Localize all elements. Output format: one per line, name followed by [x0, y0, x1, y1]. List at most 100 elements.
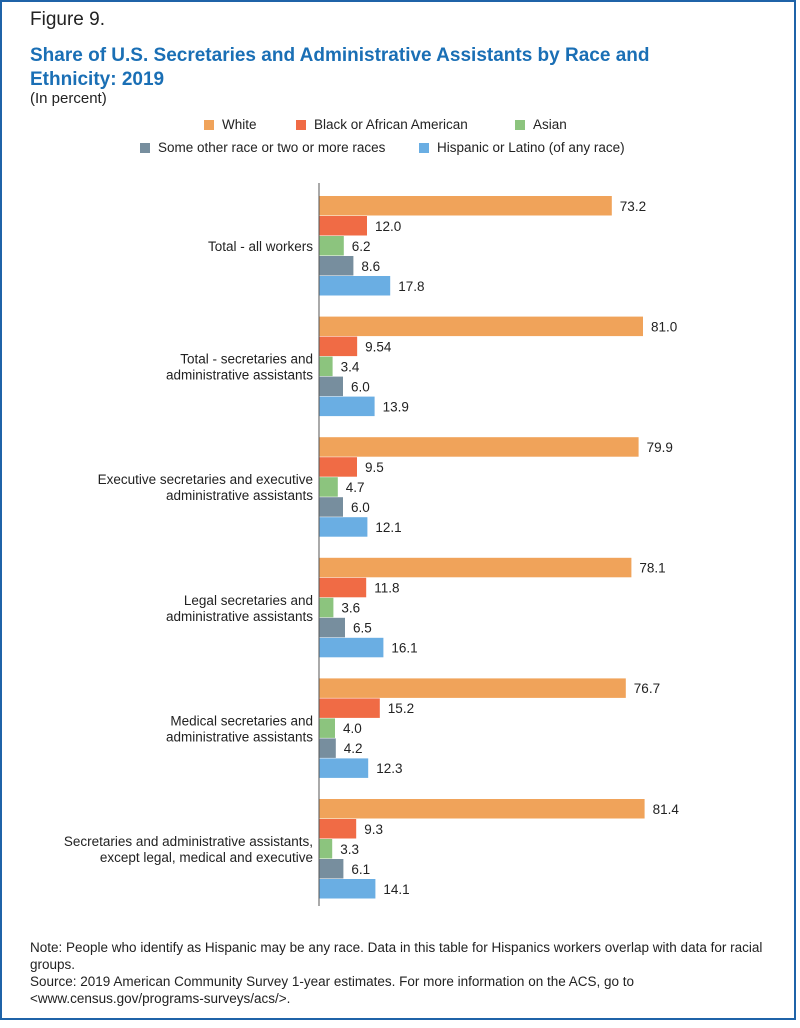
bar-black-2	[319, 457, 357, 477]
legend-swatch-other	[140, 143, 150, 153]
data-label-asian-1: 3.4	[341, 359, 360, 374]
bar-other-4	[319, 738, 336, 758]
category-label-2: Executive secretaries and executive admin…	[98, 472, 314, 503]
category-label-line: administrative assistants	[166, 368, 313, 383]
category-label-1: Total - secretaries and administrative as…	[166, 352, 313, 383]
bar-asian-0	[319, 236, 344, 256]
bar-other-3	[319, 617, 345, 638]
figure-label: Figure 9.	[30, 9, 105, 30]
data-label-black-4: 15.2	[388, 701, 414, 716]
legend-swatch-asian	[515, 120, 525, 130]
bar-asian-1	[319, 356, 333, 377]
category-label-line: except legal, medical and executive	[100, 850, 313, 865]
bar-asian-4	[319, 718, 335, 738]
data-label-other-1: 6.0	[351, 379, 370, 394]
chart-subtitle: (In percent)	[30, 90, 107, 107]
bar-black-0	[319, 216, 367, 236]
legend-item-black: Black or African American	[296, 117, 468, 132]
data-label-white-4: 76.7	[634, 681, 660, 696]
legend-swatch-hispanic	[419, 143, 429, 153]
data-label-hispanic-5: 14.1	[383, 882, 409, 897]
data-label-other-0: 8.6	[361, 259, 380, 274]
category-label-line: administrative assistants	[166, 609, 313, 624]
category-label-5: Secretaries and administrative assistant…	[64, 834, 313, 865]
bar-white-3	[319, 557, 632, 578]
data-label-hispanic-0: 17.8	[398, 279, 424, 294]
category-label-line: Total - secretaries and	[180, 352, 313, 367]
category-label-line: Legal secretaries and	[184, 593, 313, 608]
data-label-black-2: 9.5	[365, 460, 384, 475]
bar-white-5	[319, 799, 645, 819]
bar-chart: 73.2 12.0 6.2 8.6 17.8 Total - all workers 81.…	[64, 183, 680, 906]
data-label-white-2: 79.9	[647, 440, 673, 455]
bar-hispanic-1	[319, 396, 375, 417]
legend-swatch-black	[296, 120, 306, 130]
bar-white-0	[319, 196, 612, 216]
category-label-line: Executive secretaries and executive	[98, 472, 313, 487]
category-label-line: administrative assistants	[166, 488, 313, 503]
bar-hispanic-5	[319, 879, 376, 899]
data-label-hispanic-1: 13.9	[383, 399, 409, 414]
data-label-hispanic-3: 16.1	[391, 641, 417, 656]
category-label-4: Medical secretaries and administrative as…	[166, 713, 313, 744]
bar-white-4	[319, 678, 626, 698]
legend-label-other: Some other race or two or more races	[158, 140, 386, 155]
bar-other-2	[319, 497, 343, 517]
legend-label-white: White	[222, 117, 257, 132]
bar-hispanic-2	[319, 517, 368, 537]
category-label-0: Total - all workers	[208, 239, 313, 254]
data-label-asian-2: 4.7	[346, 480, 365, 495]
data-label-asian-5: 3.3	[340, 842, 359, 857]
legend-item-white: White	[204, 117, 257, 132]
data-label-black-5: 9.3	[364, 822, 383, 837]
data-label-hispanic-4: 12.3	[376, 761, 402, 776]
category-label-line: administrative assistants	[166, 729, 313, 744]
data-label-other-5: 6.1	[351, 862, 370, 877]
data-label-white-0: 73.2	[620, 199, 646, 214]
data-label-white-5: 81.4	[653, 802, 680, 817]
data-label-asian-0: 6.2	[352, 239, 371, 254]
bar-group-1: 81.0 9.54 3.4 6.0 13.9 Total - secretaries an…	[166, 316, 677, 417]
legend-swatch-white	[204, 120, 214, 130]
source-text: Source: 2019 American Community Survey 1…	[30, 974, 635, 1006]
legend-item-hispanic: Hispanic or Latino (of any race)	[419, 140, 625, 155]
legend-label-black: Black or African American	[314, 117, 468, 132]
data-label-white-3: 78.1	[639, 561, 665, 576]
bar-other-5	[319, 859, 344, 879]
category-label-line: Total - all workers	[208, 239, 313, 254]
data-label-other-3: 6.5	[353, 621, 372, 636]
legend-item-asian: Asian	[515, 117, 567, 132]
bar-asian-3	[319, 597, 334, 618]
bar-other-0	[319, 256, 354, 276]
bar-hispanic-4	[319, 758, 369, 778]
bar-black-1	[319, 336, 358, 357]
legend-label-hispanic: Hispanic or Latino (of any race)	[437, 140, 625, 155]
bar-group-2: 79.9 9.54.7 6.0 12.1 Executive secretaries a…	[98, 437, 673, 537]
bar-white-1	[319, 316, 643, 337]
legend-label-asian: Asian	[533, 117, 567, 132]
category-label-line: Medical secretaries and	[170, 713, 313, 728]
bar-black-5	[319, 819, 357, 839]
bar-other-1	[319, 376, 343, 397]
data-label-asian-4: 4.0	[343, 721, 362, 736]
data-label-other-4: 4.2	[344, 741, 363, 756]
note-text: Note: People who identify as Hispanic ma…	[30, 940, 763, 972]
bar-asian-2	[319, 477, 338, 497]
bar-black-4	[319, 698, 380, 718]
category-label-3: Legal secretaries and administrative assi…	[166, 593, 313, 624]
data-label-black-1: 9.54	[365, 339, 392, 354]
data-label-black-0: 12.0	[375, 219, 401, 234]
bar-hispanic-0	[319, 276, 391, 296]
chart-title: Share of U.S. Secretaries and Administra…	[30, 45, 650, 90]
legend-item-other: Some other race or two or more races	[140, 140, 385, 155]
bar-asian-5	[319, 839, 333, 859]
bar-group-4: 76.7 15.2 4.0 4.2 12.3 Medical secretaries an…	[166, 678, 660, 778]
data-label-asian-3: 3.6	[341, 601, 360, 616]
data-label-white-1: 81.0	[651, 319, 677, 334]
bar-white-2	[319, 437, 639, 457]
data-label-other-2: 6.0	[351, 500, 370, 515]
bar-black-3	[319, 577, 367, 598]
data-label-black-3: 11.8	[374, 581, 399, 596]
data-label-hispanic-2: 12.1	[375, 520, 401, 535]
